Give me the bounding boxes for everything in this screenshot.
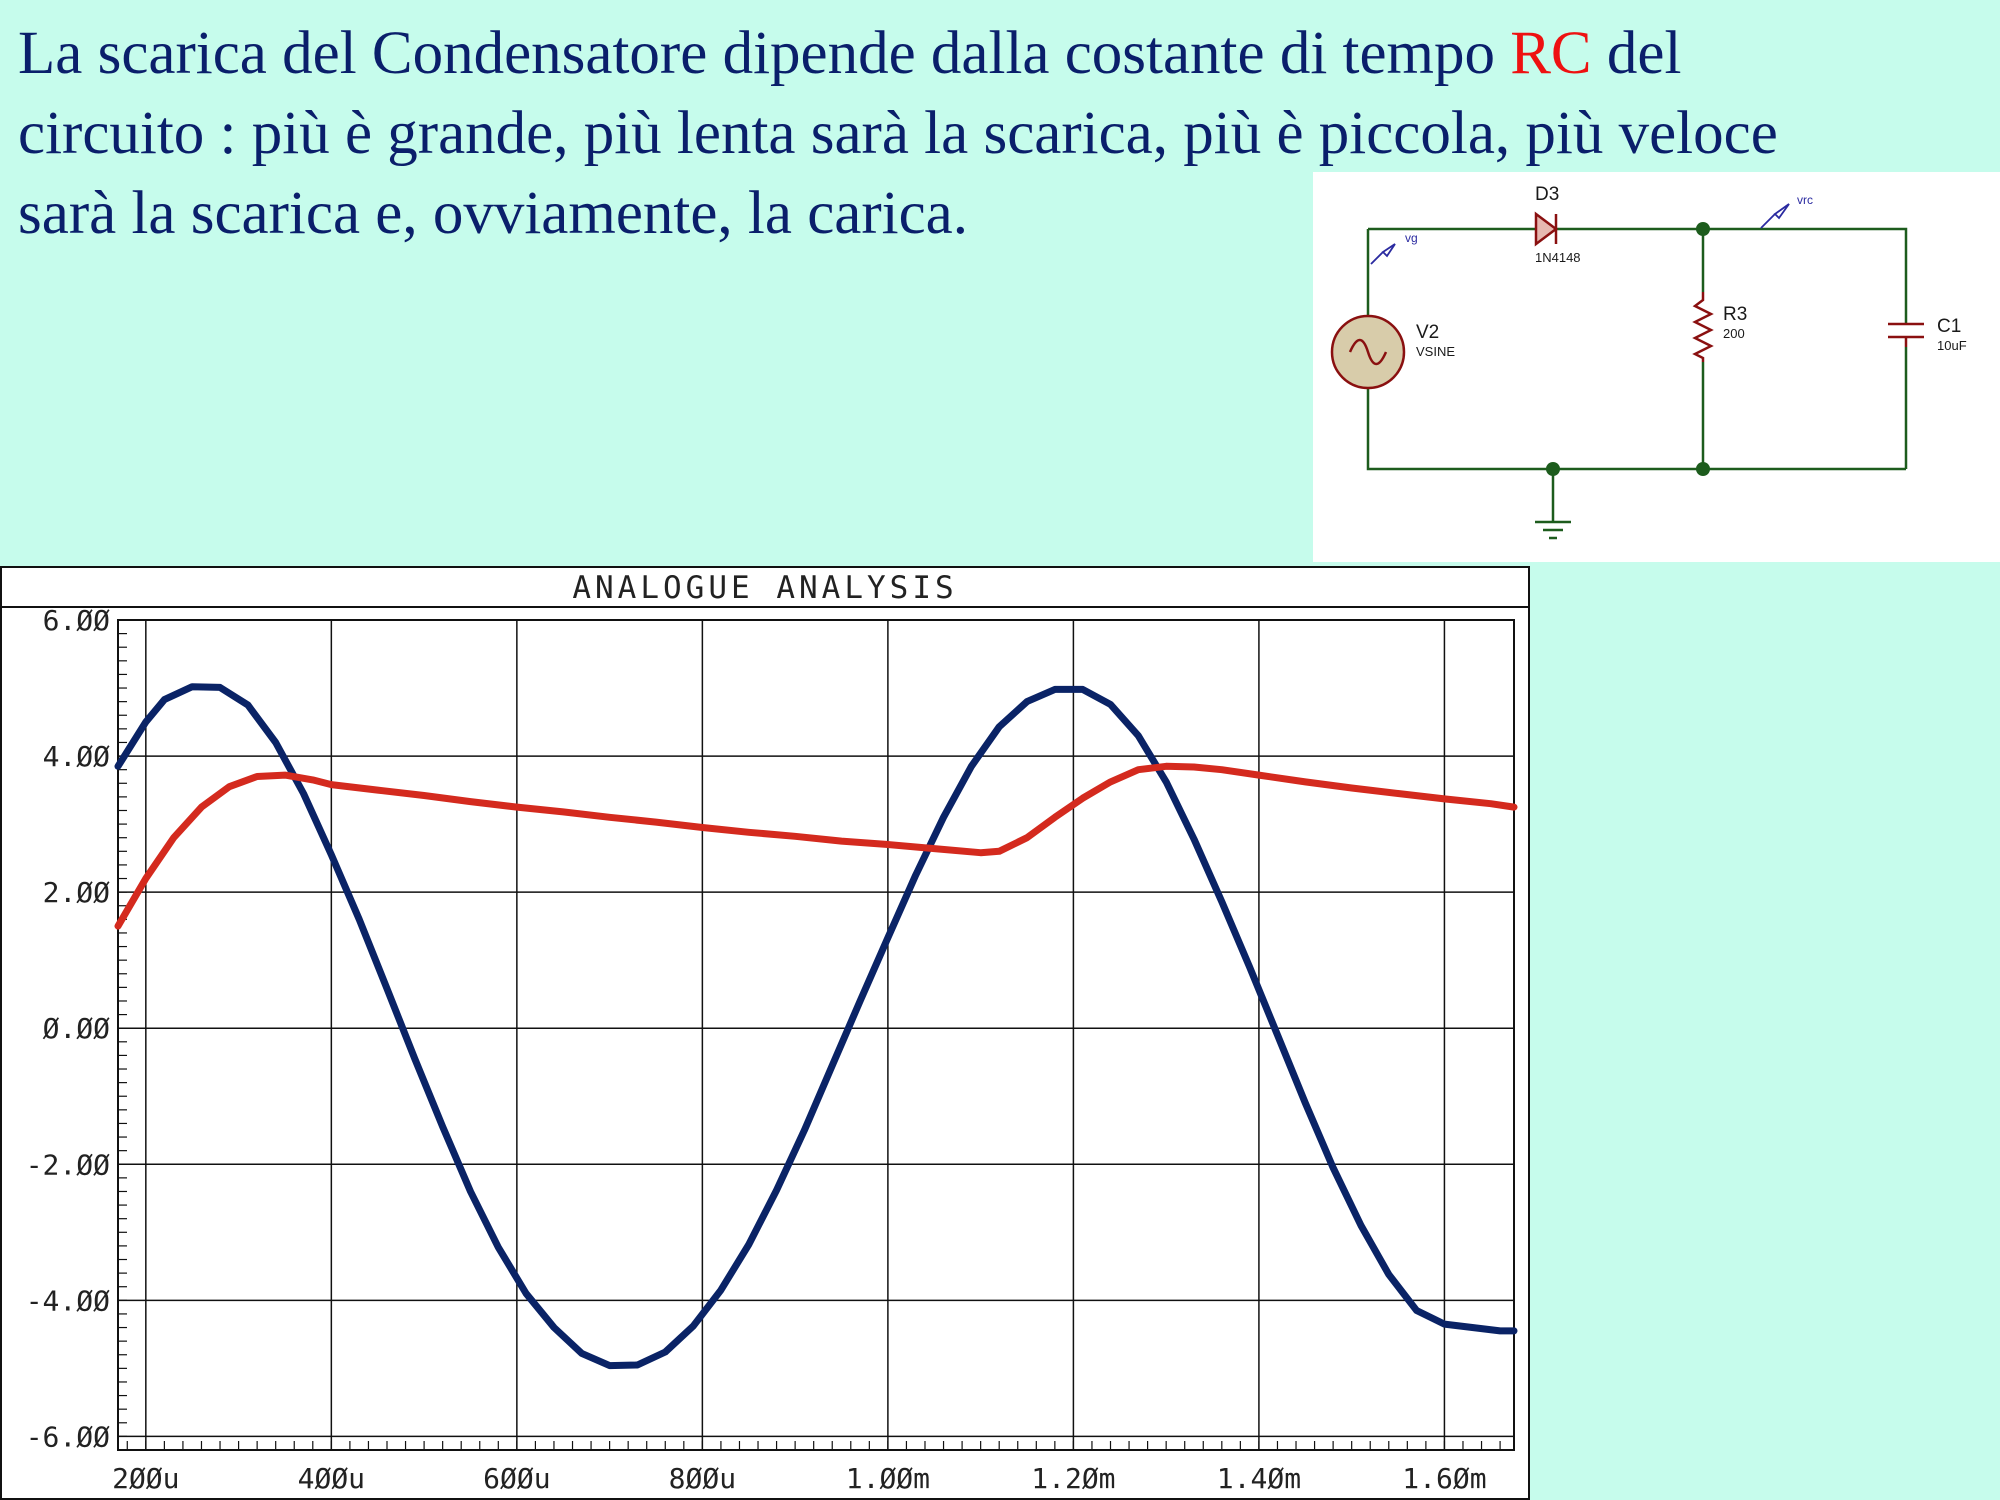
x-tick-label: 8ØØu <box>669 1462 736 1495</box>
series-line-2 <box>114 762 1518 930</box>
y-tick-label: -2.ØØ <box>26 1148 110 1181</box>
probe-vrc-icon <box>1760 203 1790 229</box>
y-tick-label: 6.ØØ <box>43 604 111 637</box>
sine-source-symbol <box>1330 314 1406 390</box>
probe-vg-label: vg <box>1405 231 1418 245</box>
resistor-value: 200 <box>1723 326 1745 341</box>
circuit-wires <box>1366 227 1908 522</box>
page-heading: La scarica del Condensatore dipende dall… <box>18 14 1858 254</box>
y-tick-label: -6.ØØ <box>26 1420 110 1453</box>
heading-text-part1: La scarica del Condensatore dipende dall… <box>18 20 1511 87</box>
y-tick-label: Ø.ØØ <box>43 1012 111 1045</box>
series-line-1 <box>114 683 1518 1370</box>
x-tick-label: 4ØØu <box>298 1462 365 1495</box>
resistor-ref: R3 <box>1723 304 1747 325</box>
diode-value: 1N4148 <box>1535 250 1581 265</box>
y-tick-label: -4.ØØ <box>26 1284 110 1317</box>
grid-lines <box>118 620 1514 1450</box>
heading-text-part2: del circuito : più è grande, più lenta s… <box>18 20 1778 247</box>
resistor-symbol <box>1692 292 1714 362</box>
circuit-schematic: D3 1N4148 R3 200 C1 10uF V2 VSINE vg vrc <box>1313 172 2000 562</box>
y-tick-label: 4.ØØ <box>43 740 111 773</box>
x-tick-label: 1.4Øm <box>1217 1462 1301 1495</box>
capacitor-ref: C1 <box>1937 316 1961 337</box>
y-axis-tick-labels: 6.ØØ 4.ØØ 2.ØØ Ø.ØØ -2.ØØ -4.ØØ -6.ØØ <box>26 604 110 1453</box>
diode-ref: D3 <box>1535 184 1559 205</box>
x-tick-label: 6ØØu <box>483 1462 550 1495</box>
capacitor-value: 10uF <box>1937 338 1967 353</box>
source-value: VSINE <box>1416 344 1455 359</box>
x-tick-label: 1.6Øm <box>1402 1462 1486 1495</box>
junction-dots <box>1546 222 1710 476</box>
x-tick-label: 2ØØu <box>112 1462 179 1495</box>
data-series <box>114 683 1518 1370</box>
x-tick-label: 1.ØØm <box>846 1462 930 1495</box>
source-ref: V2 <box>1416 322 1439 343</box>
analogue-analysis-chart: ANALOGUE ANALYSIS 6.ØØ 4.ØØ 2.ØØ Ø.ØØ -2.ØØ -… <box>0 566 1530 1500</box>
capacitor-symbol <box>1888 322 1924 347</box>
x-tick-label: 1.2Øm <box>1031 1462 1115 1495</box>
chart-title: ANALOGUE ANALYSIS <box>572 570 957 606</box>
ground-symbol <box>1535 520 1571 540</box>
heading-highlight-rc: RC <box>1510 20 1592 87</box>
y-tick-label: 2.ØØ <box>43 876 111 909</box>
probe-vrc-label: vrc <box>1797 193 1813 207</box>
diode-symbol <box>1534 211 1559 247</box>
minor-ticks <box>118 633 1501 1451</box>
x-axis-tick-labels: 2ØØu 4ØØu 6ØØu 8ØØu 1.ØØm 1.2Øm 1.4Øm 1.6Øm <box>112 1462 1486 1495</box>
probe-vg-icon <box>1370 243 1396 265</box>
plot-area-frame <box>117 619 1515 1451</box>
